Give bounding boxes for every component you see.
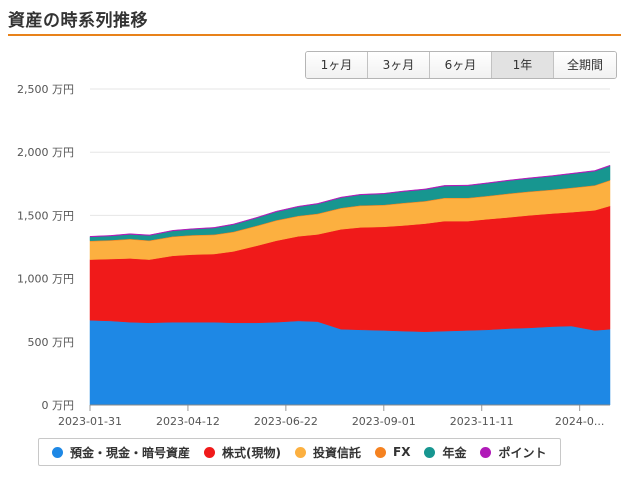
range-1-month-button[interactable]: 1ヶ月	[306, 52, 368, 78]
area-series-5[interactable]	[89, 164, 611, 238]
range-1-year-button[interactable]: 1年	[492, 52, 554, 78]
axes: 0 万円 500 万円 1,000 万円 1,500 万円 2,000 万円 2,500 …	[17, 83, 610, 428]
x-tick-label: 2024-0...	[555, 415, 604, 428]
range-3-months-button[interactable]: 3ヶ月	[368, 52, 430, 78]
y-tick-label: 2,500 万円	[17, 83, 74, 96]
range-6-months-button[interactable]: 6ヶ月	[430, 52, 492, 78]
y-tick-label: 1,500 万円	[17, 209, 74, 222]
range-all-period-button[interactable]: 全期間	[554, 52, 616, 78]
range-selector: 1ヶ月 3ヶ月 6ヶ月 1年 全期間	[305, 51, 617, 79]
y-tick-label: 500 万円	[28, 336, 75, 349]
y-tick-label: 0 万円	[42, 399, 75, 412]
legend-dot-icon	[480, 446, 492, 458]
legend-label: ポイント	[498, 445, 547, 460]
legend-item-0[interactable]: 預金・現金・暗号資産	[52, 444, 190, 461]
x-tick-label: 2023-04-12	[156, 415, 220, 428]
x-tick-label: 2023-01-31	[58, 415, 122, 428]
legend-label: 投資信託	[313, 445, 362, 460]
legend-label: 預金・現金・暗号資産	[70, 445, 191, 460]
legend-item-4[interactable]: 年金	[424, 444, 466, 461]
legend-item-3[interactable]: FX	[375, 445, 410, 459]
legend-dot-icon	[424, 446, 436, 458]
legend-item-5[interactable]: ポイント	[480, 444, 547, 461]
y-tick-label: 1,000 万円	[17, 273, 74, 286]
legend-item-1[interactable]: 株式(現物)	[204, 444, 281, 461]
x-tick-label: 2023-06-22	[254, 415, 318, 428]
legend-label: FX	[393, 445, 411, 459]
page-header: 資産の時系列推移	[8, 0, 621, 36]
page-title: 資産の時系列推移	[8, 11, 148, 31]
area-series-0[interactable]	[89, 320, 611, 406]
legend-dot-icon	[295, 446, 306, 458]
chart-legend: 預金・現金・暗号資産 株式(現物) 投資信託 FX 年金 ポイント	[38, 438, 561, 466]
legend-label: 年金	[442, 445, 467, 460]
asset-timeseries-chart: 0 万円 500 万円 1,000 万円 1,500 万円 2,000 万円 2,500 …	[17, 83, 611, 428]
legend-dot-icon	[375, 446, 387, 458]
x-tick-label: 2023-11-11	[450, 415, 514, 428]
legend-dot-icon	[204, 446, 216, 458]
x-tick-label: 2023-09-01	[352, 415, 416, 428]
y-tick-label: 2,000 万円	[17, 146, 74, 159]
stacked-areas	[89, 164, 611, 406]
legend-dot-icon	[52, 446, 63, 458]
legend-label: 株式(現物)	[222, 445, 281, 460]
legend-item-2[interactable]: 投資信託	[295, 444, 361, 461]
